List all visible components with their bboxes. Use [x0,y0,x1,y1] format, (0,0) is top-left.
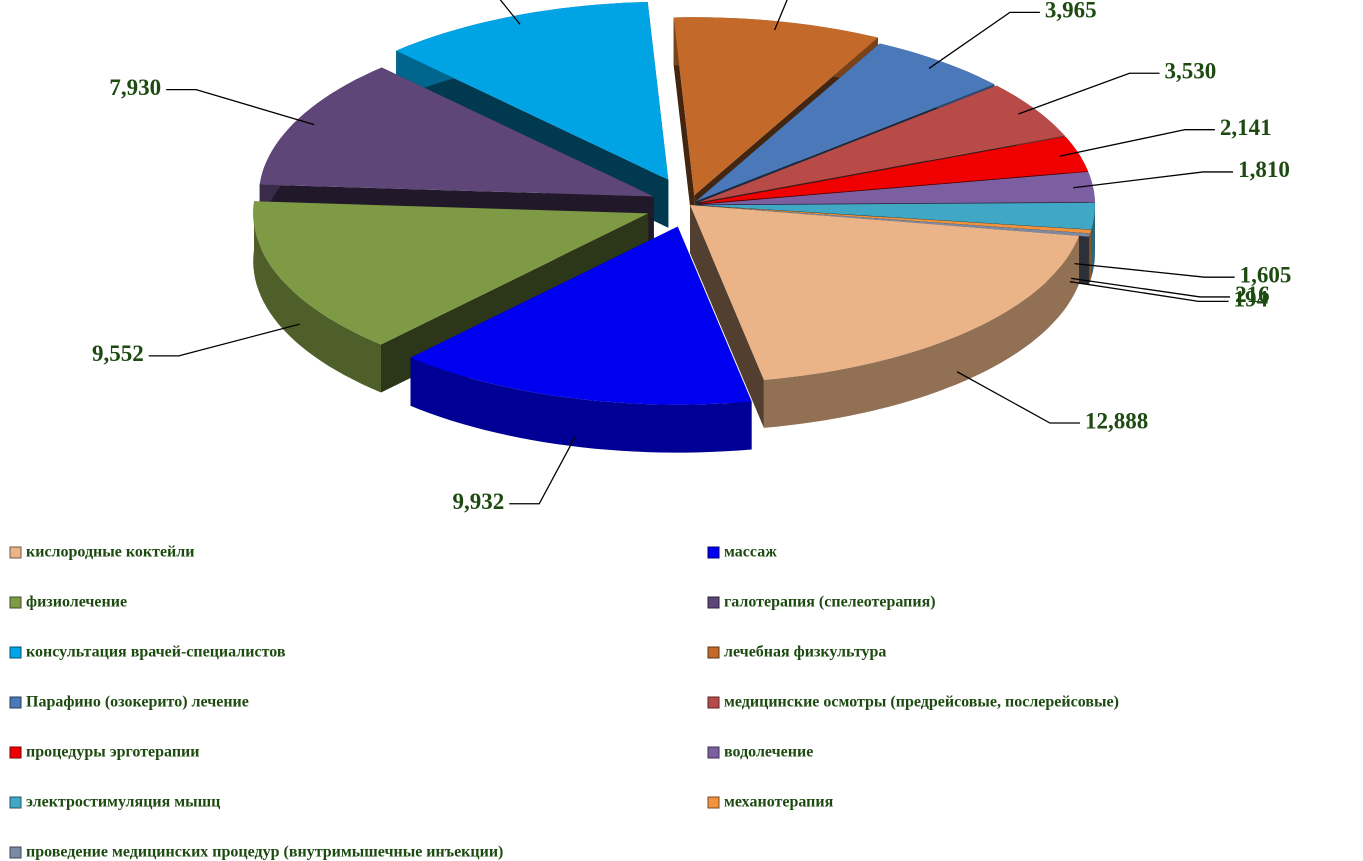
legend-swatch [9,746,22,759]
slice-wall [1091,202,1095,278]
slice-wall [1088,233,1090,285]
legend-label: Парафино (озокерито) лечение [26,694,249,711]
leader-line [499,0,521,25]
data-label: 1,810 [1238,157,1290,182]
slice [690,205,1079,380]
legend-label: физиолечение [26,594,127,611]
data-label: 7,930 [109,75,161,100]
slice [410,226,752,405]
legend-label: кислородные коктейли [26,544,194,561]
slice [696,43,995,202]
legend-label: массаж [724,544,777,561]
legend-swatch [9,796,22,809]
slice-wall [763,235,1079,428]
legend-label: лечебная физкультура [724,644,886,661]
leader-line [1069,281,1229,302]
legend-label: электростимуляция мышц [26,794,220,811]
leader-line [1071,277,1231,298]
data-label: 9,552 [92,341,144,366]
slice [699,136,1088,204]
legend-swatch [9,846,22,859]
slice [673,17,878,196]
leader-line [1073,171,1234,189]
legend-label: водолечение [724,744,813,761]
slice [700,171,1095,205]
slice [259,67,654,197]
data-label: 3,530 [1165,59,1217,84]
leader-line [928,11,1040,69]
leader-line [1059,129,1215,157]
slice [698,85,1065,203]
legend-swatch [707,696,720,709]
slice-wall [253,201,381,393]
legend-label: галотерапия (спелеотерапия) [724,594,936,611]
legend-swatch [707,646,720,659]
leader-line [774,0,788,31]
pie [253,2,1095,453]
legend-label: механотерапия [724,794,834,811]
legend-swatch [707,596,720,609]
slice [253,201,649,345]
leader-line [509,436,576,505]
slice-wall [1090,229,1092,282]
data-label: 12,888 [1085,408,1148,433]
data-label: 194 [1234,287,1269,312]
slice [700,202,1095,230]
legend-label: медицинские осмотры (предрейсовые, после… [724,694,1119,711]
slice [699,205,1092,234]
legend-label: проведение медицинских процедур (внутрим… [26,844,503,861]
slice [396,2,669,180]
legend-swatch [707,546,720,559]
leader-line [166,88,315,126]
slice-side [673,17,695,244]
leader-line [1018,72,1160,115]
slice [699,205,1090,237]
legend-swatch [9,596,22,609]
legend-swatch [707,746,720,759]
legend-swatch [707,796,720,809]
slice-wall [410,357,752,453]
data-label: 3,965 [1045,0,1097,23]
leader-line [956,371,1080,424]
slice-side [690,205,764,428]
leader-line [1074,262,1235,278]
legend-swatch [9,546,22,559]
legend-label: процедуры эрготерапии [26,744,199,761]
leader-line [148,323,300,357]
data-label: 9,932 [452,489,504,514]
legend-swatch [9,696,22,709]
data-label: 1,605 [1240,262,1292,287]
legend-swatch [9,646,22,659]
data-label: 216 [1235,282,1270,307]
data-label: 2,141 [1220,115,1272,140]
legend-label: консультация врачей-специалистов [26,644,286,661]
